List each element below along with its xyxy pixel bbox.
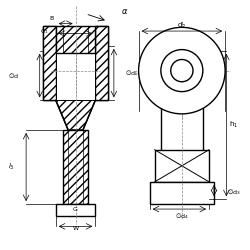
Circle shape <box>138 27 225 114</box>
Bar <box>95 26 108 100</box>
Text: $l_3$: $l_3$ <box>8 162 14 172</box>
Text: h$_1$: h$_1$ <box>229 120 238 130</box>
Text: $\varnothing$d$_4$: $\varnothing$d$_4$ <box>175 212 189 222</box>
Bar <box>155 150 209 182</box>
Bar <box>56 26 95 100</box>
Circle shape <box>171 60 193 82</box>
Circle shape <box>62 57 89 84</box>
Bar <box>95 26 108 100</box>
Text: C$_1$: C$_1$ <box>40 26 48 36</box>
Bar <box>150 182 214 204</box>
Bar <box>63 130 88 204</box>
Text: B: B <box>49 16 53 21</box>
Text: $\alpha$: $\alpha$ <box>121 7 129 16</box>
Circle shape <box>161 50 203 92</box>
Text: d$_2$: d$_2$ <box>177 21 186 31</box>
Text: W: W <box>72 226 78 231</box>
Polygon shape <box>56 100 95 130</box>
Text: $\varnothing$d$_3$: $\varnothing$d$_3$ <box>227 187 241 197</box>
Bar <box>56 204 95 216</box>
Text: $\varnothing$d: $\varnothing$d <box>8 71 19 80</box>
Bar <box>44 26 56 100</box>
Text: $\varnothing$d$_k$: $\varnothing$d$_k$ <box>125 68 139 78</box>
Bar <box>56 26 95 53</box>
Bar <box>44 26 56 100</box>
Text: G: G <box>73 206 78 212</box>
